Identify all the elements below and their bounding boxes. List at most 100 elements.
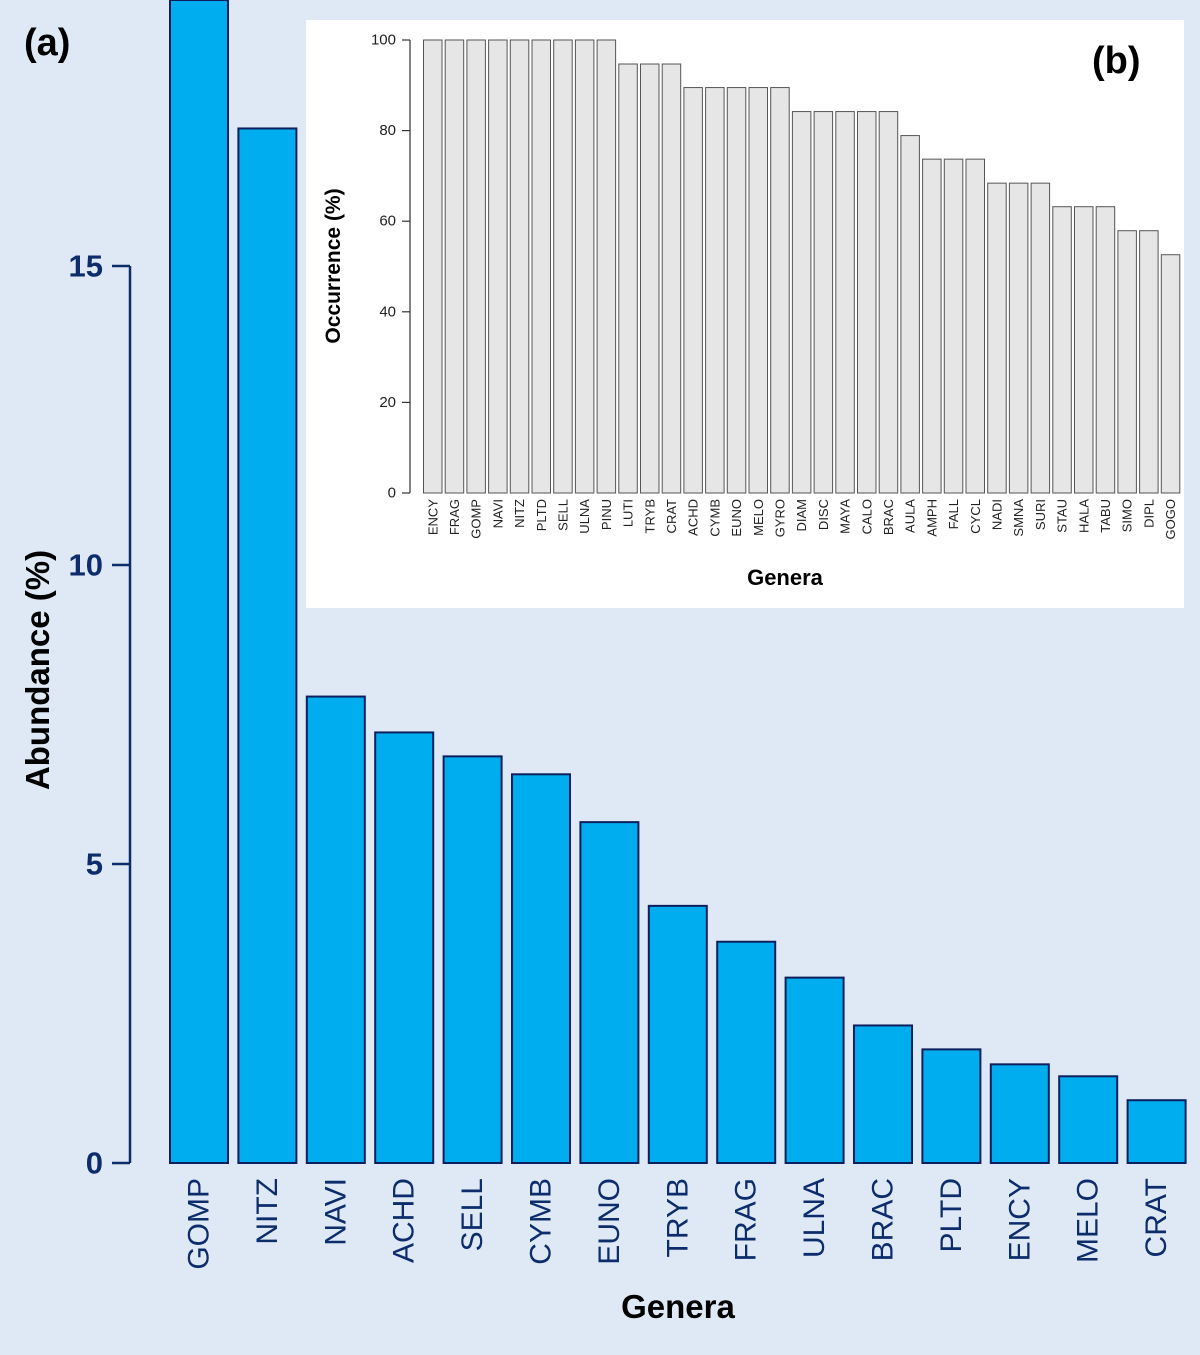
x-tick-crat: CRAT: [1140, 1178, 1173, 1257]
bar-pltd: [921, 1048, 982, 1165]
inset-bar-navi: [488, 39, 508, 494]
inset-bar-pinu: [596, 39, 617, 494]
main-x-tick-labels: GOMP NITZ NAVI ACHD SELL CYMB EUNO TRYB FRAG ULNA…: [183, 1178, 1174, 1270]
inset-bar-cycl: [965, 158, 985, 494]
bar-euno: [579, 821, 640, 1164]
inset-x-tick-stau: STAU: [1055, 499, 1070, 533]
inset-x-tick-nadi: NADI: [989, 499, 1004, 530]
inset-y-tick-label-0: 0: [388, 485, 396, 502]
inset-x-tick-ulna: ULNA: [577, 499, 592, 534]
inset-x-tick-gomp: GOMP: [469, 499, 484, 539]
inset-bar-simo: [1117, 230, 1137, 494]
inset-bar-amph: [922, 158, 942, 494]
main-bars: [169, 0, 1187, 1165]
inset-bar-brac: [878, 111, 899, 494]
x-tick-brac: BRAC: [867, 1178, 900, 1261]
inset-x-tick-pltd: PLTD: [534, 499, 549, 531]
bar-brac: [853, 1024, 913, 1164]
inset-bar-gomp: [466, 39, 486, 494]
main-y-tick-label-10: 10: [69, 548, 103, 583]
inset-x-tick-ency: ENCY: [425, 499, 440, 535]
inset-x-tick-cymb: CYMB: [707, 499, 722, 537]
inset-x-tick-euno: EUNO: [729, 499, 744, 537]
inset-y-tick-label-40: 40: [379, 303, 396, 320]
inset-x-tick-cycl: CYCL: [968, 499, 983, 534]
occurrence-inset-chart: 0 20 40 60 80 100 ENCY FRAG GOMP NAVI NITZ PLTD SEL…: [306, 20, 1184, 608]
bar-achd: [374, 731, 435, 1164]
inset-bar-disc: [813, 111, 834, 494]
inset-bar-ency: [423, 39, 443, 494]
inset-bar-gyro: [770, 87, 790, 494]
inset-bar-hala: [1074, 206, 1094, 494]
main-y-tick-label-0: 0: [86, 1146, 103, 1181]
inset-bar-tryb: [640, 63, 660, 494]
x-tick-gomp: GOMP: [183, 1178, 216, 1270]
panel-label-a: (a): [24, 22, 70, 64]
main-x-axis-label: Genera: [621, 1288, 735, 1325]
x-tick-ency: ENCY: [1003, 1178, 1036, 1261]
inset-bar-stau: [1052, 206, 1072, 494]
inset-x-tick-labels: ENCY FRAG GOMP NAVI NITZ PLTD SELL ULNA PINU LUTI…: [425, 499, 1178, 540]
x-tick-euno: EUNO: [593, 1178, 626, 1265]
bar-navi: [305, 695, 366, 1164]
inset-x-tick-diam: DIAM: [794, 499, 809, 532]
inset-x-tick-crat: CRAT: [664, 499, 679, 533]
inset-bar-aula: [900, 135, 920, 494]
inset-y-tick-label-100: 100: [371, 32, 396, 49]
inset-x-tick-amph: AMPH: [924, 499, 939, 537]
inset-x-tick-smna: SMNA: [1011, 499, 1026, 537]
main-y-axis-label: Abundance (%): [19, 550, 56, 790]
x-tick-cymb: CYMB: [525, 1178, 558, 1265]
main-y-tick-label-15: 15: [69, 249, 103, 284]
x-tick-melo: MELO: [1072, 1178, 1105, 1263]
inset-x-tick-maya: MAYA: [838, 499, 853, 534]
inset-x-tick-nitz: NITZ: [512, 499, 527, 528]
inset-bar-nadi: [987, 182, 1007, 494]
inset-bar-cymb: [705, 87, 725, 494]
inset-y-axis: 0 20 40 60 80 100: [371, 32, 411, 502]
x-tick-nitz: NITZ: [251, 1178, 284, 1245]
inset-x-tick-pinu: PINU: [599, 499, 614, 530]
inset-x-tick-gyro: GYRO: [772, 499, 787, 537]
inset-x-tick-disc: DISC: [816, 499, 831, 530]
main-y-axis: 0 5 10 15: [69, 249, 132, 1181]
inset-bar-nitz: [509, 39, 530, 494]
x-tick-tryb: TRYB: [661, 1178, 694, 1257]
inset-x-tick-suri: SURI: [1033, 499, 1048, 530]
inset-x-tick-hala: HALA: [1076, 499, 1091, 533]
bar-ency: [989, 1063, 1050, 1164]
bar-melo: [1058, 1075, 1119, 1165]
inset-x-tick-calo: CALO: [859, 499, 874, 534]
x-tick-ulna: ULNA: [798, 1178, 831, 1258]
x-tick-achd: ACHD: [388, 1178, 421, 1263]
inset-bar-dipl: [1139, 230, 1159, 494]
bar-crat: [1126, 1099, 1187, 1164]
inset-bar-calo: [857, 111, 877, 494]
inset-x-tick-tabu: TABU: [1098, 499, 1113, 533]
inset-bar-pltd: [531, 39, 551, 494]
inset-bar-maya: [835, 111, 855, 494]
inset-bar-ulna: [574, 39, 595, 494]
inset-x-tick-brac: BRAC: [881, 499, 896, 535]
inset-x-tick-fall: FALL: [946, 499, 961, 529]
inset-x-tick-aula: AULA: [903, 499, 918, 533]
inset-x-tick-sell: SELL: [555, 499, 570, 531]
bar-sell: [442, 755, 503, 1164]
bar-gomp: [169, 0, 229, 1164]
inset-bar-gogo: [1160, 254, 1181, 494]
inset-x-tick-tryb: TRYB: [642, 499, 657, 533]
inset-x-tick-dipl: DIPL: [1141, 499, 1156, 528]
inset-bar-crat: [661, 63, 682, 494]
inset-x-tick-navi: NAVI: [490, 499, 505, 528]
x-tick-navi: NAVI: [319, 1178, 352, 1246]
inset-y-tick-label-20: 20: [379, 394, 396, 411]
inset-x-tick-achd: ACHD: [686, 499, 701, 536]
bar-tryb: [647, 904, 708, 1164]
x-tick-sell: SELL: [456, 1178, 489, 1251]
inset-x-tick-frag: FRAG: [447, 499, 462, 535]
inset-bars: [423, 39, 1181, 494]
bar-ulna: [784, 976, 845, 1164]
inset-bar-smna: [1008, 182, 1029, 494]
